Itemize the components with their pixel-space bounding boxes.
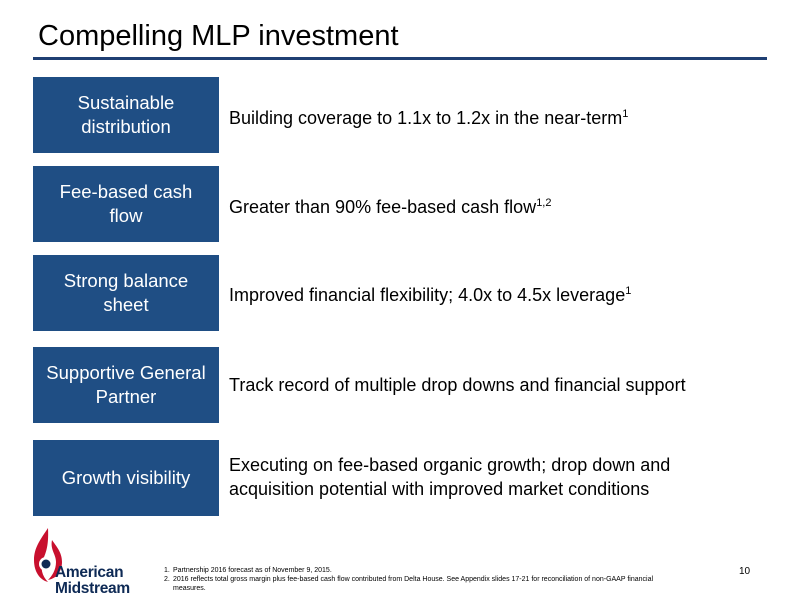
flame-drop-logo-icon xyxy=(34,528,62,582)
row-label-box: Sustainable distribution xyxy=(33,77,219,153)
row-label-box: Growth visibility xyxy=(33,440,219,516)
row-label-box: Fee-based cash flow xyxy=(33,166,219,242)
page-title: Compelling MLP investment xyxy=(38,20,399,52)
logo-line-2: Midstream xyxy=(55,580,130,597)
logo-line-1: American xyxy=(55,564,124,581)
title-divider xyxy=(33,57,767,60)
footnote-1: 1. Partnership 2016 forecast as of Novem… xyxy=(164,566,674,575)
footnote-text: 2016 reflects total gross margin plus fe… xyxy=(173,576,654,592)
footnote-ref: 1,2 xyxy=(536,197,552,209)
row-label: Sustainable distribution xyxy=(77,92,175,137)
footnote-ref: 1 xyxy=(625,285,632,297)
row-label: Growth visibility xyxy=(61,467,191,488)
value-row-strong-balance-sheet: Strong balance sheet Improved financial … xyxy=(33,255,767,331)
footnote-ref: 1 xyxy=(622,108,629,120)
row-description: Building coverage to 1.1x to 1.2x in the… xyxy=(229,106,749,130)
company-logo: American Midstream xyxy=(30,526,180,597)
footnotes: 1. Partnership 2016 forecast as of Novem… xyxy=(164,566,674,593)
footnote-number: 1. xyxy=(164,567,170,574)
value-row-growth-visibility: Growth visibility Executing on fee-based… xyxy=(33,440,767,516)
value-row-supportive-general-partner: Supportive General Partner Track record … xyxy=(33,347,767,423)
value-row-sustainable-distribution: Sustainable distribution Building covera… xyxy=(33,77,767,153)
footnote-number: 2. xyxy=(164,576,170,583)
row-description: Track record of multiple drop downs and … xyxy=(229,373,759,397)
footnote-2: 2. 2016 reflects total gross margin plus… xyxy=(164,575,674,593)
row-description-text: Track record of multiple drop downs and … xyxy=(229,375,686,395)
row-description-text: Building coverage to 1.1x to 1.2x in the… xyxy=(229,108,623,128)
row-description-text: Executing on fee-based organic growth; d… xyxy=(229,455,671,499)
row-description: Greater than 90% fee-based cash flow1,2 xyxy=(229,195,749,219)
row-label: Supportive General Partner xyxy=(46,362,206,407)
row-description-text: Improved financial flexibility; 4.0x to … xyxy=(229,285,626,305)
footnote-text: Partnership 2016 forecast as of November… xyxy=(173,567,332,574)
page-number: 10 xyxy=(739,566,751,577)
row-label-box: Supportive General Partner xyxy=(33,347,219,423)
row-label: Fee-based cash flow xyxy=(59,181,193,226)
row-label-box: Strong balance sheet xyxy=(33,255,219,331)
row-description: Improved financial flexibility; 4.0x to … xyxy=(229,283,749,307)
row-description: Executing on fee-based organic growth; d… xyxy=(229,453,739,501)
row-label: Strong balance sheet xyxy=(63,270,189,315)
value-row-fee-based-cash-flow: Fee-based cash flow Greater than 90% fee… xyxy=(33,166,767,242)
row-description-text: Greater than 90% fee-based cash flow xyxy=(229,197,537,217)
